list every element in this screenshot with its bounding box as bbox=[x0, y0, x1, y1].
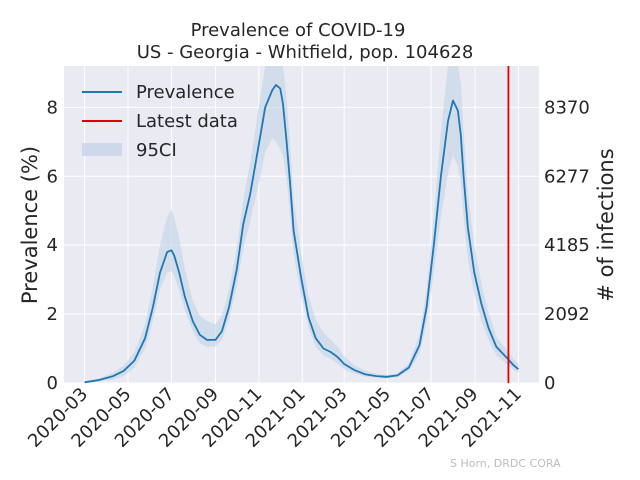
y-tick-label-left: 2 bbox=[47, 304, 58, 325]
y-tick-label-right: 6277 bbox=[544, 166, 590, 187]
y-tick-label-left: 0 bbox=[47, 373, 58, 394]
y-tick-label-right: 8370 bbox=[544, 97, 590, 118]
x-ticks: 2020-032020-052020-072020-092020-112021-… bbox=[24, 384, 526, 452]
y-tick-label-right: 4185 bbox=[544, 235, 590, 256]
legend-label-latest: Latest data bbox=[136, 111, 238, 132]
chart-subtitle: US - Georgia - Whitfield, pop. 104628 bbox=[137, 42, 474, 63]
legend: Prevalence Latest data 95CI bbox=[82, 82, 238, 161]
y-axis-label-right: # of infections bbox=[594, 148, 618, 301]
grid bbox=[64, 66, 539, 384]
y-tick-label-right: 2092 bbox=[544, 304, 590, 325]
y-ticks-left: 0 2 4 6 8 bbox=[47, 97, 58, 394]
credit-text: S Horn, DRDC CORA bbox=[450, 457, 561, 470]
ci-band-95 bbox=[84, 66, 519, 383]
y-tick-label-left: 6 bbox=[47, 166, 58, 187]
legend-swatch-ci bbox=[82, 143, 122, 156]
y-tick-label-left: 8 bbox=[47, 97, 58, 118]
y-tick-label-left: 4 bbox=[47, 235, 58, 256]
y-ticks-right: 0 2092 4185 6277 8370 bbox=[544, 97, 590, 394]
legend-label-prevalence: Prevalence bbox=[136, 82, 235, 103]
legend-label-ci: 95CI bbox=[136, 140, 177, 161]
prevalence-line bbox=[84, 84, 519, 384]
y-axis-label: Prevalence (%) bbox=[18, 146, 42, 304]
ci-band-group bbox=[84, 66, 519, 383]
prevalence-line-group bbox=[84, 84, 519, 384]
y-tick-label-right: 0 bbox=[544, 373, 555, 394]
chart-title: Prevalence of COVID-19 bbox=[191, 20, 406, 41]
